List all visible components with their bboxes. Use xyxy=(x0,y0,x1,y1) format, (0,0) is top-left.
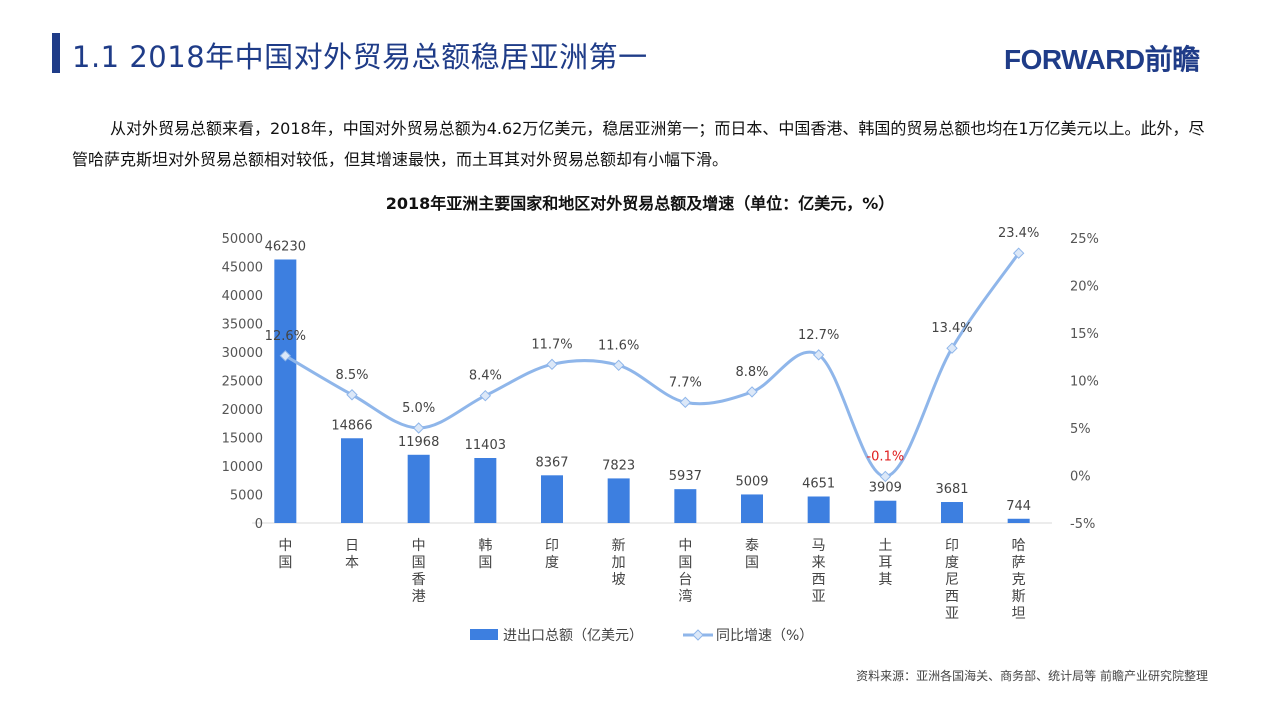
bar-label: 11968 xyxy=(398,435,439,450)
left-tick-label: 45000 xyxy=(222,261,263,276)
growth-point-5 xyxy=(612,359,625,372)
right-tick-label: 15% xyxy=(1070,327,1099,342)
bar-1 xyxy=(341,438,363,523)
left-tick-label: 40000 xyxy=(222,289,263,304)
bar-3 xyxy=(474,458,497,523)
left-tick-label: 15000 xyxy=(222,432,263,447)
bar-label: 744 xyxy=(1006,499,1031,514)
legend-bar-label: 进出口总额（亿美元） xyxy=(503,628,643,644)
growth-point-9 xyxy=(879,470,892,483)
chart-title: 2018年亚洲主要国家和地区对外贸易总额及增速（单位：亿美元，%） xyxy=(385,194,895,213)
category-label: 泰国 xyxy=(745,538,759,571)
growth-label: 23.4% xyxy=(998,226,1039,241)
right-tick-label: 10% xyxy=(1070,375,1099,390)
growth-point-3 xyxy=(479,389,492,402)
category-label: 中国 xyxy=(278,538,292,571)
category-label: 马来西亚 xyxy=(812,538,826,605)
growth-point-2 xyxy=(412,422,425,434)
category-label: 日本 xyxy=(345,538,359,571)
bar-10 xyxy=(941,502,963,523)
legend-bar-swatch xyxy=(470,629,498,640)
growth-label: 12.6% xyxy=(265,329,306,344)
growth-point-1 xyxy=(346,389,358,401)
growth-point-10 xyxy=(946,342,958,354)
right-tick-label: 20% xyxy=(1070,280,1099,295)
bar-6 xyxy=(674,489,697,523)
bar-2 xyxy=(407,454,430,523)
bar-label: 3909 xyxy=(869,481,902,496)
bar-label: 7823 xyxy=(602,458,635,473)
growth-label: 11.7% xyxy=(531,337,572,352)
left-tick-label: 0 xyxy=(255,517,263,532)
category-label: 印度 xyxy=(545,538,559,571)
growth-point-0 xyxy=(279,350,292,362)
right-tick-label: 5% xyxy=(1070,422,1091,437)
bar-8 xyxy=(807,496,830,523)
left-tick-label: 10000 xyxy=(222,460,263,475)
growth-label: 11.6% xyxy=(598,338,639,353)
category-label: 哈萨克斯坦 xyxy=(1012,538,1026,622)
category-label: 土耳其 xyxy=(878,538,892,588)
growth-label: 13.4% xyxy=(931,321,972,336)
bar-9 xyxy=(874,500,897,523)
growth-point-4 xyxy=(546,358,558,371)
growth-label: 7.7% xyxy=(669,375,702,390)
growth-point-6 xyxy=(679,396,692,409)
growth-label: 8.5% xyxy=(335,368,368,383)
bar-label: 46230 xyxy=(265,239,306,254)
growth-line xyxy=(284,252,1020,478)
growth-point-11 xyxy=(1012,247,1025,259)
growth-label: 12.7% xyxy=(798,328,839,343)
bar-label: 3681 xyxy=(935,482,968,497)
bar-label: 11403 xyxy=(465,438,506,453)
growth-point-8 xyxy=(812,349,825,361)
forward-logo: FORWARD前瞻 xyxy=(1004,44,1200,75)
bar-label: 8367 xyxy=(535,455,568,470)
bar-11 xyxy=(1007,518,1030,523)
growth-label: 5.0% xyxy=(402,401,435,416)
bar-label: 4651 xyxy=(802,476,835,491)
page-title: 1.1 2018年中国对外贸易总额稳居亚洲第一 xyxy=(72,40,648,74)
legend-line-label: 同比增速（%） xyxy=(716,628,813,644)
bar-0 xyxy=(274,259,297,523)
category-label: 中国香港 xyxy=(412,538,426,605)
summary-paragraph: 从对外贸易总额来看，2018年，中国对外贸易总额为4.62万亿美元，稳居亚洲第一… xyxy=(72,119,1205,169)
category-label: 印度尼西亚 xyxy=(945,538,959,622)
left-tick-label: 50000 xyxy=(222,232,263,247)
bar-5 xyxy=(607,478,630,523)
title-accent-bar xyxy=(52,33,60,73)
bar-label: 5009 xyxy=(735,474,768,489)
growth-label: 8.8% xyxy=(735,365,768,380)
bar-4 xyxy=(541,475,563,523)
left-tick-label: 5000 xyxy=(230,489,263,504)
bar-7 xyxy=(741,494,763,523)
growth-label: -0.1% xyxy=(866,449,904,464)
category-label: 新加坡 xyxy=(612,538,626,588)
left-tick-label: 35000 xyxy=(222,318,263,333)
right-tick-label: 25% xyxy=(1070,232,1099,247)
bar-label: 5937 xyxy=(669,469,702,484)
bar-label: 14866 xyxy=(331,418,372,433)
growth-point-7 xyxy=(746,386,758,398)
left-tick-label: 25000 xyxy=(222,375,263,390)
right-tick-label: -5% xyxy=(1070,517,1095,532)
left-tick-label: 30000 xyxy=(222,346,263,361)
legend-line-marker xyxy=(692,629,704,641)
left-tick-label: 20000 xyxy=(222,403,263,418)
source-note: 资料来源：亚洲各国海关、商务部、统计局等 前瞻产业研究院整理 xyxy=(856,669,1208,683)
growth-label: 8.4% xyxy=(469,369,502,384)
category-label: 韩国 xyxy=(478,538,492,571)
right-tick-label: 0% xyxy=(1070,470,1091,485)
category-label: 中国台湾 xyxy=(678,538,692,605)
